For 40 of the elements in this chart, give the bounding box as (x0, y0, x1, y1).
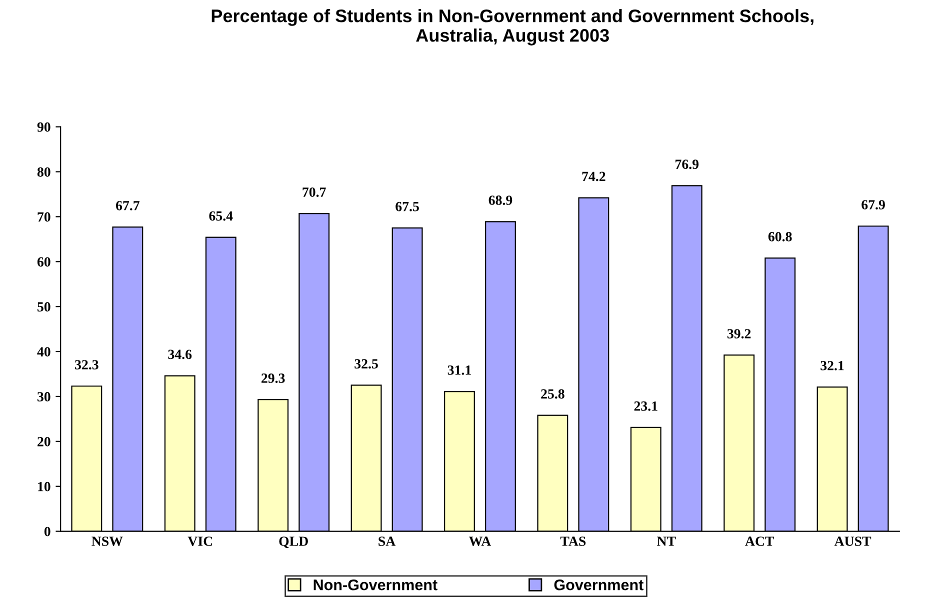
y-tick-label: 20 (38, 436, 50, 446)
y-tick-label: 40 (37, 347, 50, 356)
data-label: 67.5 (396, 202, 419, 212)
data-label: 29.3 (262, 374, 285, 383)
legend-label: Non-Government (314, 579, 438, 590)
data-label: 67.7 (116, 200, 140, 210)
y-tick-label: 90 (37, 122, 50, 132)
y-tick-label: 70 (38, 212, 50, 222)
data-label: 70.7 (302, 187, 326, 197)
y-tick-label: 60 (37, 257, 50, 267)
data-label: 32.5 (354, 359, 378, 369)
y-tick-label: 50 (38, 302, 50, 312)
y-tick-label: 30 (37, 392, 50, 402)
y-tick-label: 10 (38, 482, 50, 492)
data-label: 65.4 (209, 211, 233, 221)
data-label: 39.2 (727, 329, 751, 338)
x-tick-label: WA (468, 536, 492, 546)
x-tick-label: AUST (834, 536, 872, 546)
data-label: 74.2 (582, 172, 606, 182)
data-label: 67.9 (862, 200, 885, 210)
y-tick-label: 0 (44, 526, 50, 536)
data-label: 25.8 (541, 389, 564, 399)
x-tick-label: ACT (745, 536, 774, 546)
data-label: 32.3 (75, 360, 98, 370)
data-label: 68.9 (488, 196, 512, 205)
x-tick-label: SA (378, 536, 396, 546)
data-label: 76.9 (676, 160, 699, 170)
x-tick-label: TAS (560, 536, 586, 546)
data-label: 60.8 (768, 232, 792, 242)
data-label: 23.1 (634, 401, 658, 411)
x-tick-label: QLD (279, 536, 308, 548)
x-tick-label: NSW (92, 536, 123, 546)
data-label: 34.6 (168, 350, 192, 360)
x-tick-label: NT (656, 536, 676, 546)
legend-label: Government (554, 579, 644, 590)
data-label: 32.1 (820, 360, 844, 370)
y-tick-label: 80 (37, 167, 50, 177)
x-tick-label: VIC (188, 536, 212, 546)
data-label: 31.1 (448, 365, 471, 375)
chart-title: Percentage of Students in Non-Government and Government Schools, Australia, August 2003 (212, 9, 814, 46)
